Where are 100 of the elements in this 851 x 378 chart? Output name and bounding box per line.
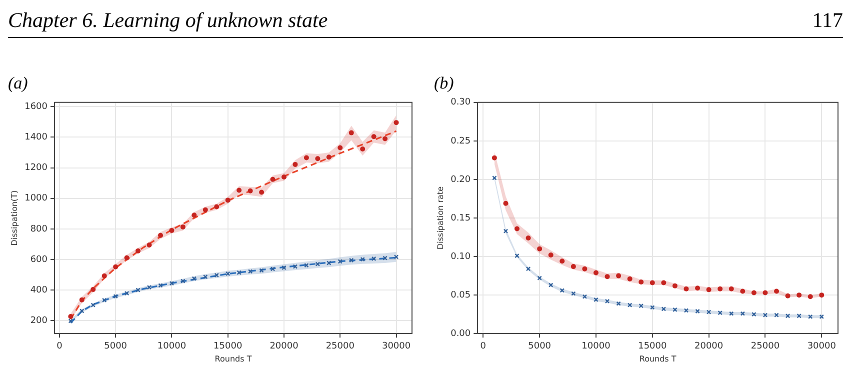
y-tick-label: 0.15 [450,213,471,224]
point [593,270,598,276]
point [136,288,140,292]
point [124,255,130,260]
point [304,262,309,268]
point [819,314,824,320]
point [774,288,780,294]
x-tick-label: 5000 [104,341,128,352]
point [503,228,508,234]
point [225,198,230,203]
point [326,154,332,160]
point [729,311,734,316]
point [751,290,756,296]
point [526,266,531,272]
y-tick-label: 400 [30,285,48,296]
point [672,283,678,288]
point [315,156,320,162]
point [672,307,678,312]
point [113,264,118,270]
point [326,260,332,266]
point [808,294,813,300]
x-axis-title: Rounds T [639,354,676,364]
point [80,308,84,314]
x-tick-label: 10000 [582,341,611,352]
point [394,120,399,126]
x-tick-label: 0 [480,341,486,352]
point [225,271,230,276]
point [382,136,388,142]
point [526,236,531,241]
point [136,248,141,254]
point [548,282,554,288]
point [292,162,298,167]
point [548,252,554,258]
point [684,308,689,313]
y-tick-label: 1200 [24,163,48,174]
point [248,269,253,274]
x-tick-label: 25000 [326,341,355,352]
point [661,306,666,312]
point [338,145,343,150]
point [503,200,508,206]
point [180,278,186,284]
point [616,273,622,278]
point [282,174,286,180]
y-tick-label: 0.05 [450,290,471,300]
y-axis-title: Dissipation rate [436,186,445,250]
point [102,298,107,303]
point [169,280,174,286]
point [796,314,802,318]
point [740,288,746,294]
point [638,279,644,284]
point [582,266,588,272]
point [202,207,208,212]
point [650,305,655,310]
text: 117 [812,8,843,33]
point [684,286,689,292]
text: Chapter 6. Learning of unknown state [8,8,328,33]
x-tick-label: 20000 [694,341,724,352]
x-tick-label: 10000 [157,341,186,352]
point [270,266,276,272]
point [338,259,343,264]
point [180,224,186,230]
point [560,288,565,293]
point [382,256,388,260]
point [360,256,365,262]
point [192,212,197,218]
point [236,188,242,193]
point [349,258,354,263]
point [371,256,376,262]
point [304,155,309,160]
point [68,314,74,319]
point [348,130,354,136]
point [796,292,802,298]
point [214,272,220,278]
point [514,253,520,258]
y-tick-label: 200 [30,316,48,326]
x-tick-label: 0 [56,341,63,352]
y-axis-title: Dissipation(T) [10,190,19,246]
y-tick-label: 0.00 [450,328,471,339]
point [537,246,542,252]
point [146,242,152,248]
point [740,311,746,316]
point [650,280,655,286]
point [774,312,779,318]
x-tick-label: 5000 [528,341,552,352]
y-tick-label: 0.10 [450,252,471,262]
x-tick-label: 15000 [638,341,667,352]
point [604,298,610,304]
x-tick-label: 30000 [807,341,836,352]
point [214,204,220,210]
point [638,303,644,308]
point [785,314,790,318]
y-tick-label: 1600 [24,102,48,112]
point [192,276,197,281]
point [706,310,712,314]
y-tick-label: 800 [30,224,48,234]
point [752,312,756,317]
x-axis-title: Rounds T [214,354,252,364]
point [236,270,242,275]
point [68,318,74,324]
x-tick-label: 30000 [382,341,411,352]
